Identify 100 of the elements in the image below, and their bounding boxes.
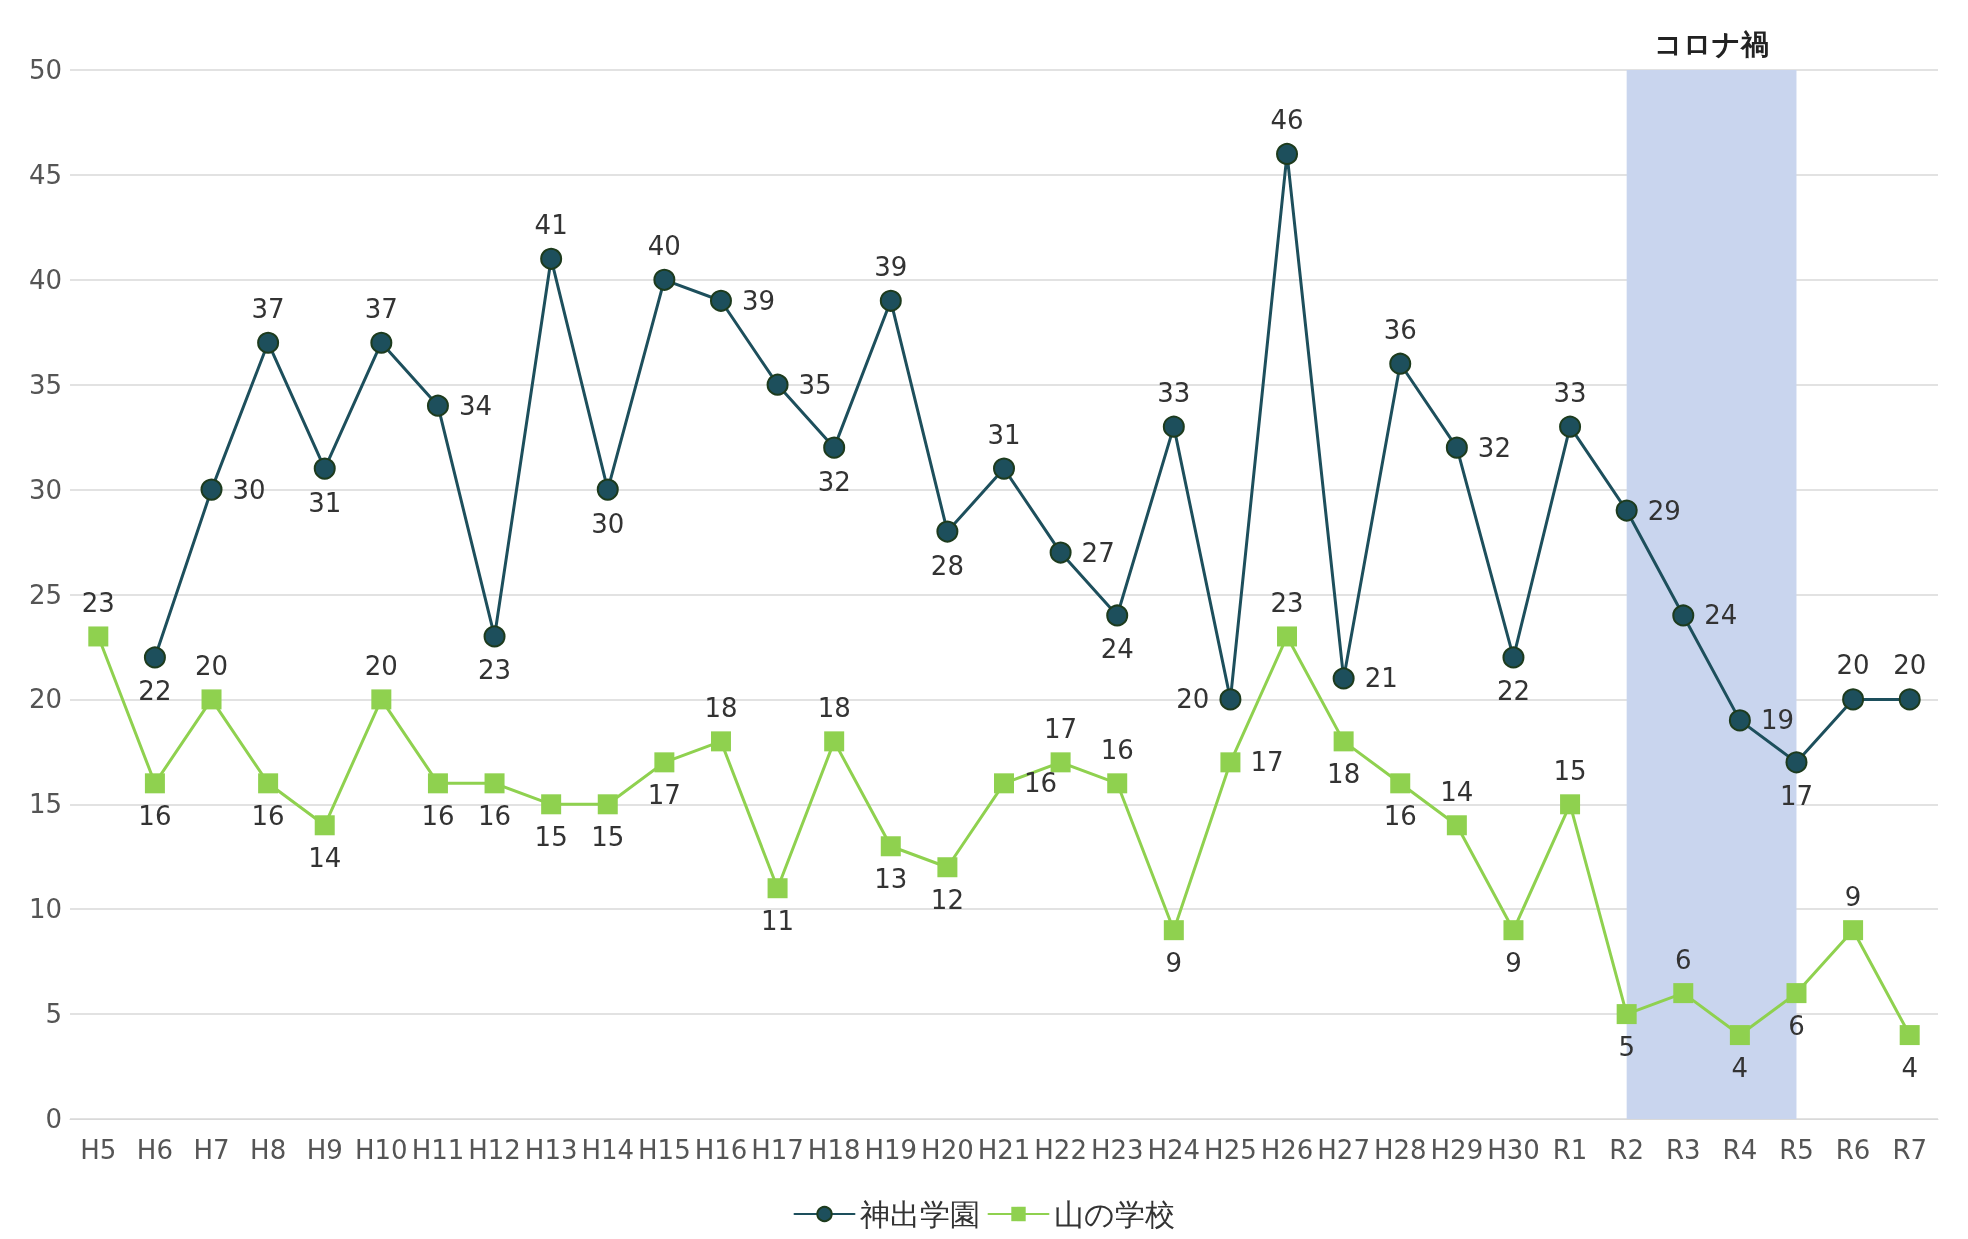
x-tick-label: R6 [1835, 1135, 1871, 1165]
point [597, 794, 618, 815]
point [483, 625, 506, 648]
data-label: 33 [1157, 377, 1191, 408]
point [1672, 604, 1695, 627]
point [1106, 604, 1129, 627]
x-tick-label: H25 [1204, 1135, 1257, 1165]
point [936, 520, 959, 543]
point [1333, 731, 1354, 752]
data-label: 46 [1270, 104, 1304, 135]
point [1560, 794, 1581, 815]
point [143, 646, 166, 669]
data-label: 17 [1044, 714, 1078, 745]
point [1220, 752, 1241, 773]
point [1332, 667, 1355, 690]
y-tick-label: 5 [45, 999, 62, 1030]
point [1389, 352, 1412, 375]
point [1445, 436, 1468, 459]
data-label: 29 [1647, 495, 1681, 526]
data-label: 31 [987, 419, 1021, 450]
data-label: 17 [1250, 747, 1284, 778]
x-tick-label: H16 [694, 1135, 748, 1165]
data-label: 40 [647, 230, 681, 261]
data-label: 15 [591, 822, 625, 853]
data-label: 37 [364, 293, 398, 324]
data-label: 16 [138, 801, 172, 832]
x-tick-label: H7 [193, 1135, 230, 1165]
point [1616, 1004, 1637, 1025]
data-label: 11 [761, 906, 795, 937]
y-tick-label: 50 [28, 55, 62, 85]
point [1729, 1025, 1750, 1046]
point [1559, 415, 1582, 438]
point [484, 773, 505, 794]
data-label: 23 [1270, 588, 1304, 619]
x-tick-label: H26 [1260, 1135, 1314, 1165]
y-tick-label: 35 [28, 369, 62, 400]
point [709, 289, 732, 312]
data-label: 12 [930, 885, 964, 916]
x-tick-label: H27 [1317, 1135, 1370, 1165]
point [540, 247, 563, 270]
point [1615, 499, 1638, 522]
point [1107, 773, 1128, 794]
point [257, 331, 280, 354]
point [653, 268, 676, 291]
point [1050, 752, 1071, 773]
point [1503, 920, 1524, 941]
point [371, 689, 392, 710]
data-label: 41 [534, 209, 568, 240]
point [1163, 920, 1184, 941]
data-label: 9 [1844, 882, 1862, 913]
data-label: 17 [647, 780, 681, 811]
x-tick-label: H23 [1090, 1135, 1144, 1165]
x-tick-label: H8 [250, 1135, 287, 1165]
point [1162, 415, 1185, 438]
point [426, 394, 449, 417]
point [427, 773, 448, 794]
point [1390, 773, 1411, 794]
point [88, 626, 109, 647]
x-tick-label: H15 [638, 1135, 691, 1165]
data-label: 4 [1901, 1053, 1918, 1084]
data-label: 24 [1100, 634, 1134, 665]
data-label: 33 [1553, 377, 1587, 408]
data-label: 34 [458, 390, 493, 421]
data-label: 17 [1779, 781, 1814, 812]
x-tick-label: H28 [1373, 1135, 1427, 1165]
data-label: 16 [251, 801, 285, 832]
point [993, 457, 1015, 480]
x-tick-label: H9 [306, 1135, 343, 1165]
y-tick-label: 40 [28, 264, 62, 295]
y-tick-label: 0 [45, 1104, 62, 1134]
y-tick-label: 45 [28, 159, 62, 190]
x-tick-label: H21 [977, 1135, 1031, 1165]
data-label: 16 [421, 801, 455, 832]
data-label: 9 [1165, 948, 1183, 979]
legend-label: 山の学校 [1053, 1196, 1175, 1232]
data-label: 15 [1553, 756, 1587, 787]
point [314, 815, 335, 836]
x-tick-label: R1 [1552, 1135, 1588, 1165]
point [879, 289, 902, 312]
data-label: 37 [251, 293, 285, 324]
point [1276, 142, 1299, 165]
point [1842, 688, 1865, 711]
point [1899, 1025, 1920, 1046]
data-label: 28 [930, 550, 964, 581]
point [824, 731, 845, 752]
x-tick-label: H19 [864, 1135, 918, 1165]
x-tick-label: H10 [355, 1135, 408, 1165]
y-tick-label: 15 [28, 789, 62, 820]
data-label: 20 [364, 651, 398, 682]
point [596, 478, 619, 501]
x-tick-label: R5 [1779, 1135, 1814, 1165]
point [144, 773, 165, 794]
data-label: 20 [1893, 650, 1927, 681]
data-label: 35 [798, 369, 832, 400]
data-label: 32 [1477, 432, 1511, 463]
point [1786, 983, 1807, 1004]
point [1219, 688, 1242, 711]
x-tick-label: H20 [921, 1135, 974, 1165]
data-label: 23 [81, 588, 115, 619]
point [766, 373, 789, 396]
